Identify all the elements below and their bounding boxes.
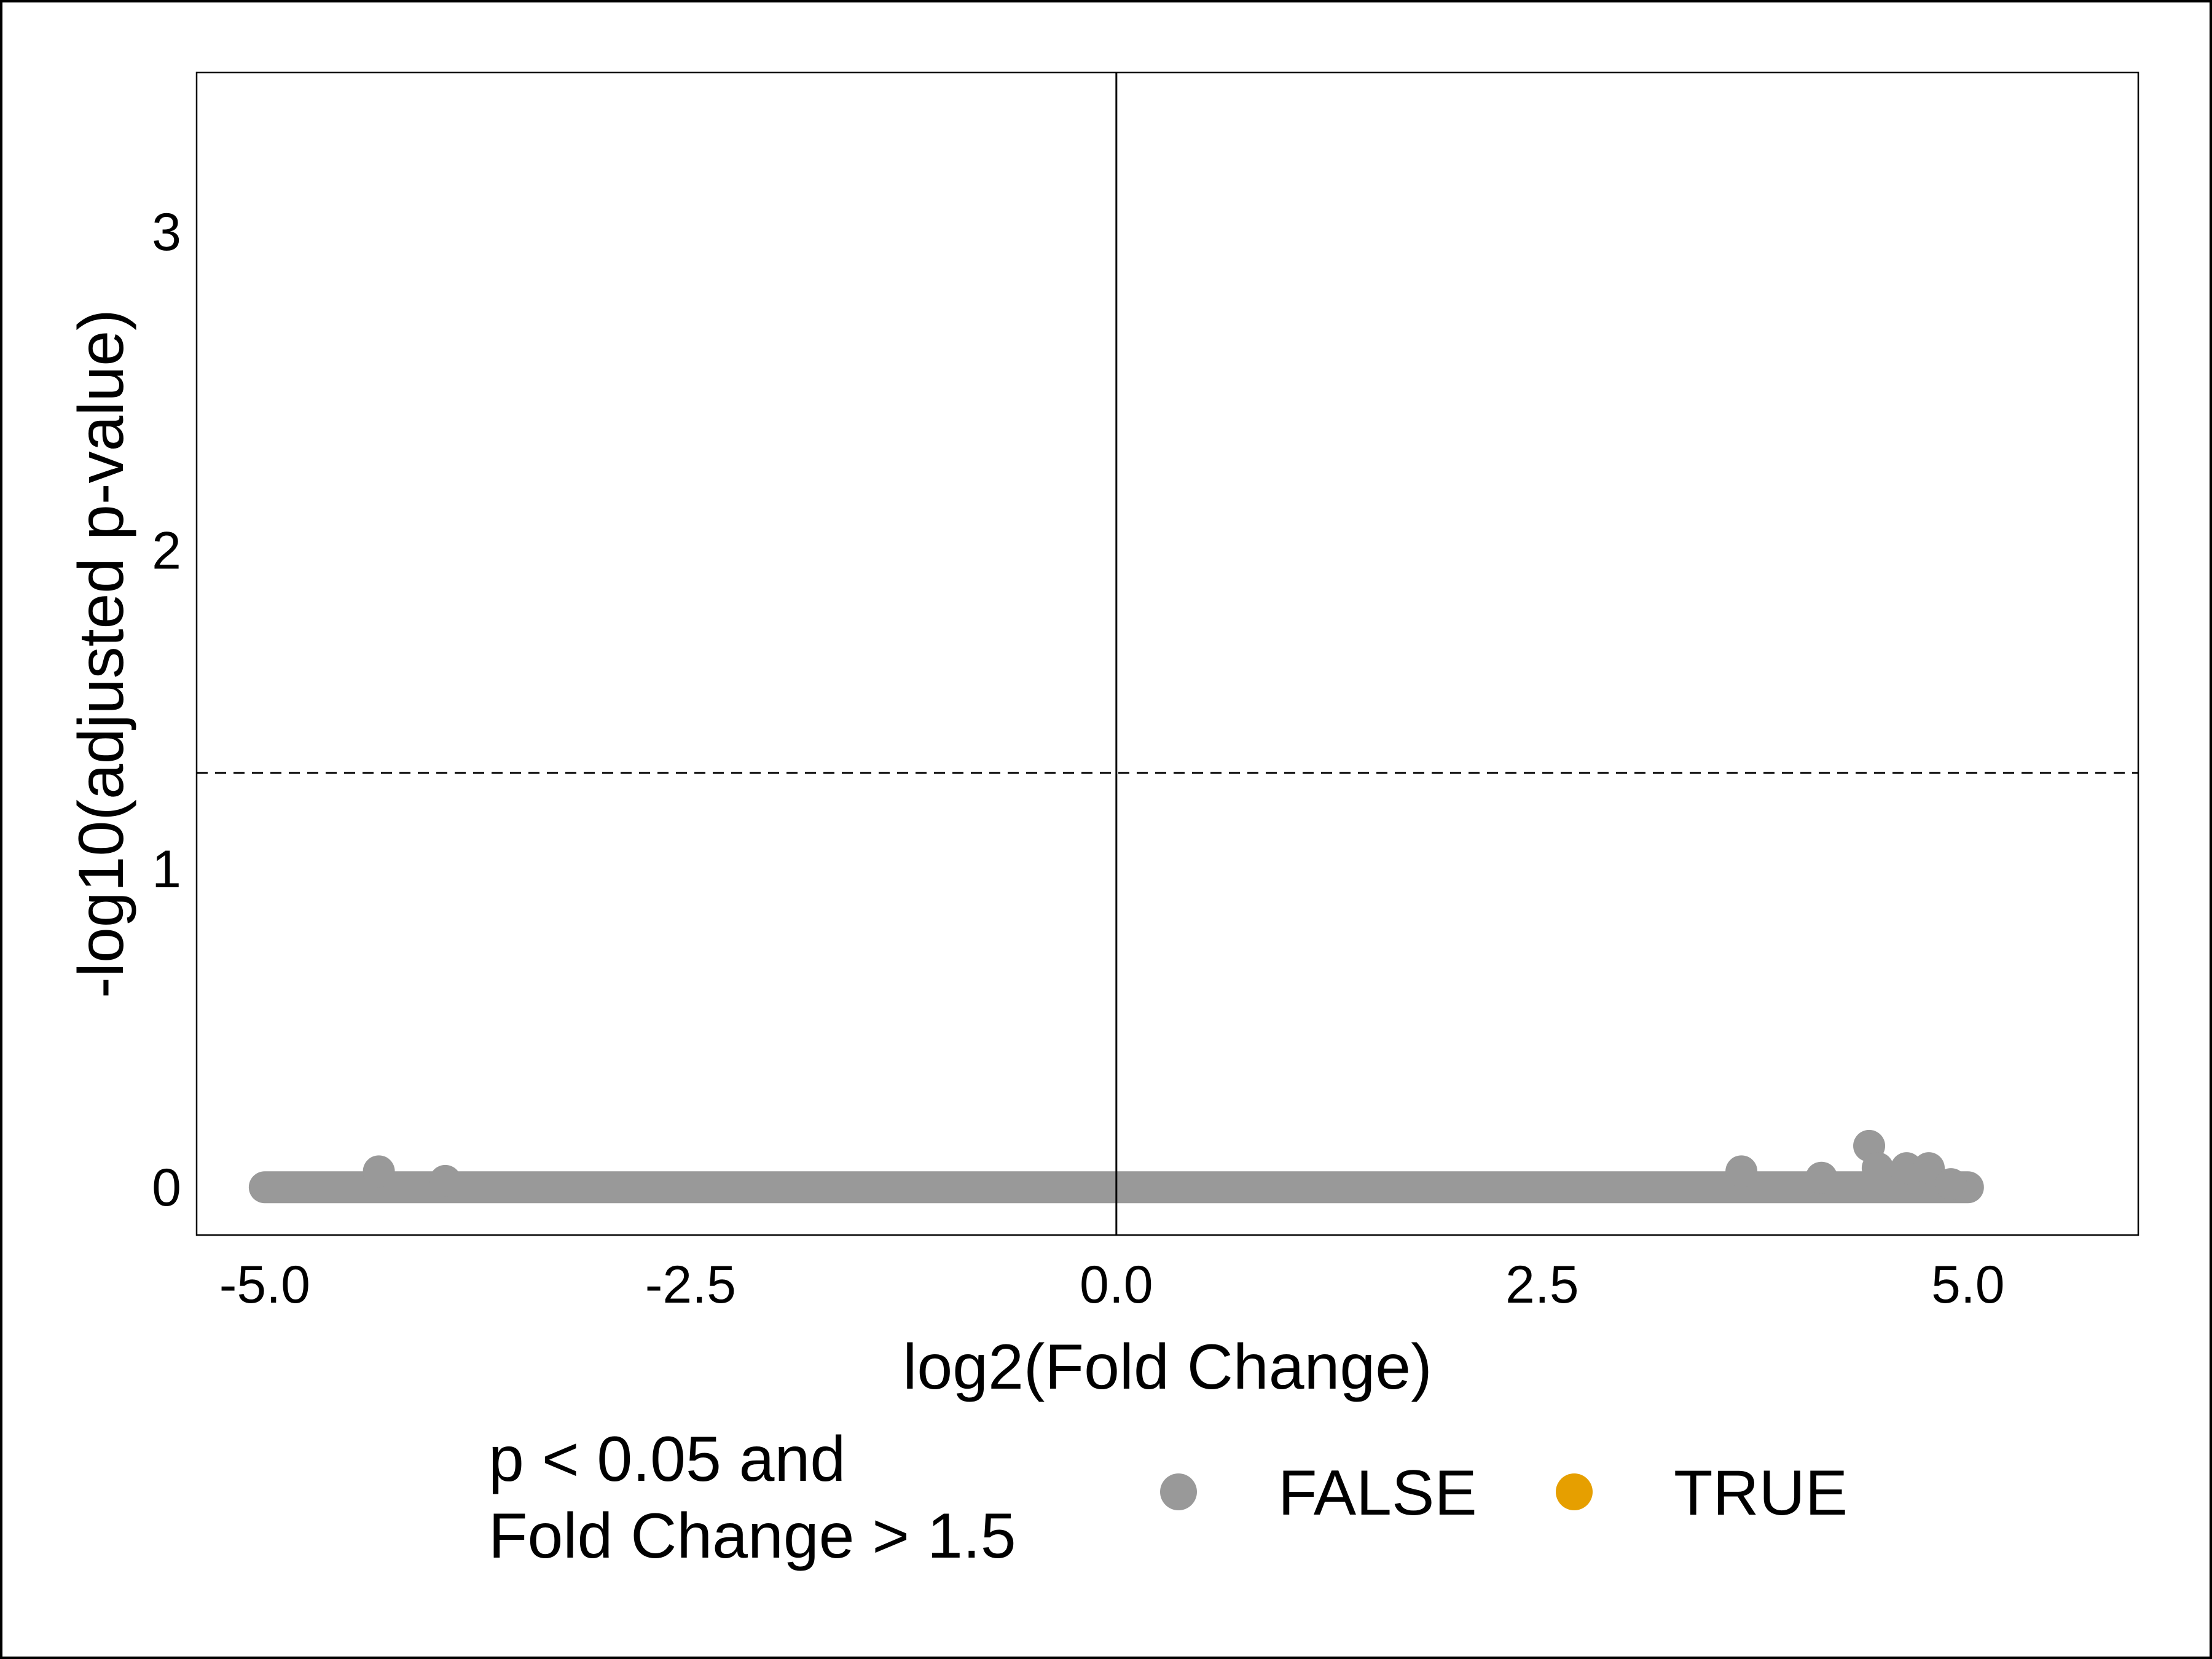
x-tick-label: 2.5 xyxy=(1505,1255,1579,1314)
x-tick-label: 0.0 xyxy=(1080,1255,1153,1314)
legend-title-line-1: p < 0.05 and xyxy=(488,1424,845,1495)
legend-key-true xyxy=(1556,1473,1593,1510)
x-axis-title: log2(Fold Change) xyxy=(903,1332,1432,1403)
legend-key-false xyxy=(1160,1473,1197,1510)
y-axis-ticks: 0 1 2 3 xyxy=(152,203,181,1217)
data-point-false xyxy=(429,1164,461,1197)
y-tick-label: 0 xyxy=(152,1158,181,1217)
data-point-false xyxy=(1913,1152,1945,1185)
data-point-false xyxy=(1935,1168,1967,1201)
legend: p < 0.05 and Fold Change > 1.5 FALSE TRU… xyxy=(488,1424,1848,1572)
legend-title-line-2: Fold Change > 1.5 xyxy=(488,1500,1016,1572)
y-tick-label: 2 xyxy=(152,522,181,581)
data-point-false xyxy=(1891,1152,1923,1185)
y-axis-title: -log10(adjusted p-value) xyxy=(66,309,137,998)
data-point-false xyxy=(363,1155,395,1188)
x-tick-label: -2.5 xyxy=(645,1255,736,1314)
x-tick-label: -5.0 xyxy=(219,1255,310,1314)
data-point-false xyxy=(1725,1155,1758,1188)
y-tick-label: 3 xyxy=(152,203,181,262)
legend-label-false: FALSE xyxy=(1278,1457,1477,1529)
legend-label-true: TRUE xyxy=(1674,1457,1848,1529)
x-axis-ticks: -5.0 -2.5 0.0 2.5 5.0 xyxy=(219,1255,2005,1314)
plot-panel xyxy=(195,71,2139,1236)
data-point-false xyxy=(1861,1152,1894,1185)
x-tick-label: 5.0 xyxy=(1931,1255,2005,1314)
data-point-false xyxy=(1805,1161,1838,1194)
y-tick-label: 1 xyxy=(152,840,181,899)
